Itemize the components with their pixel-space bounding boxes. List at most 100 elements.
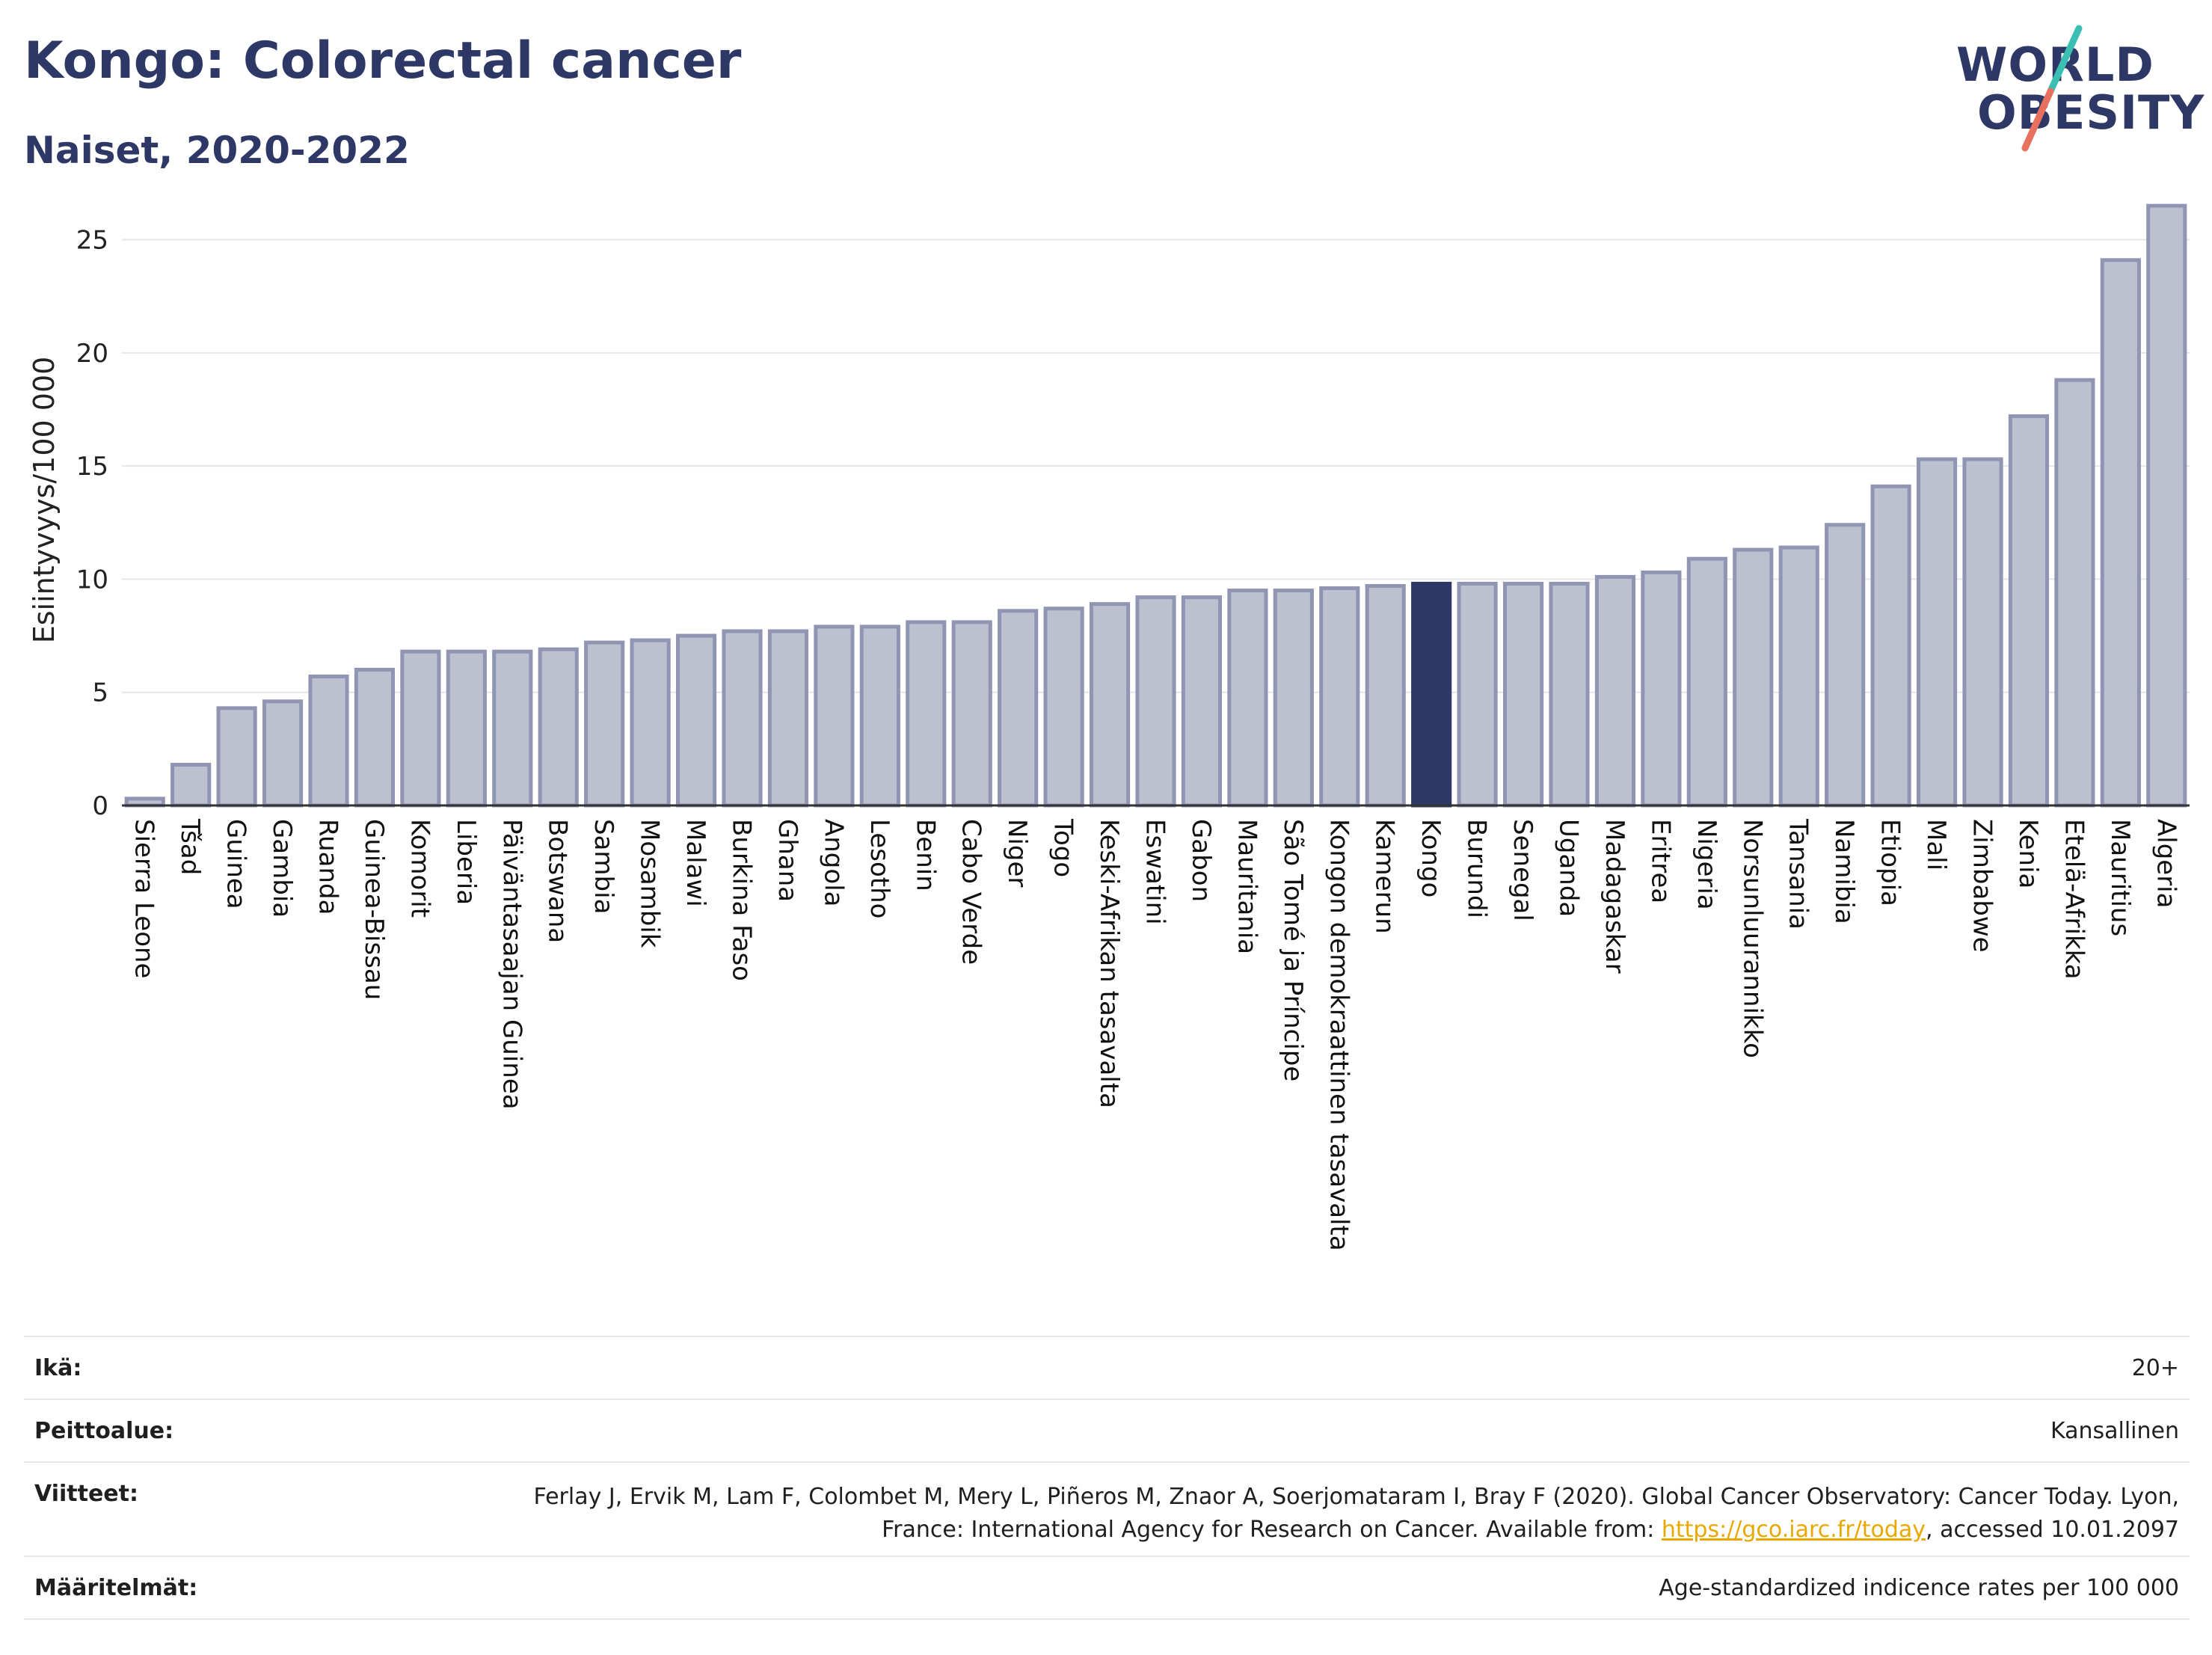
x-tick-label: Eritrea xyxy=(1645,819,1675,903)
bar xyxy=(1641,570,1682,808)
bar xyxy=(538,647,579,808)
x-tick-label: Senegal xyxy=(1508,819,1537,921)
bar xyxy=(1825,523,1866,808)
bar xyxy=(767,629,809,808)
bar xyxy=(1181,595,1223,808)
x-tick-label: Sierra Leone xyxy=(129,819,159,978)
x-tick-label: Cabo Verde xyxy=(956,819,986,965)
references-tail: , accessed 10.01.2097 xyxy=(1926,1517,2179,1543)
bar xyxy=(998,609,1039,808)
x-tick-label: Uganda xyxy=(1554,819,1584,917)
x-tick-label: Ghana xyxy=(772,819,802,902)
bar xyxy=(1594,574,1636,808)
x-tick-label: Eswatini xyxy=(1140,819,1170,925)
bar xyxy=(1778,545,1819,808)
bar xyxy=(1411,581,1452,808)
bar xyxy=(1870,484,1911,808)
age-value: 20+ xyxy=(2131,1355,2179,1381)
bar xyxy=(1502,581,1544,808)
coverage-label: Peittoalue: xyxy=(34,1418,174,1444)
x-tick-label: Lesotho xyxy=(864,819,894,918)
x-tick-label: Liberia xyxy=(451,819,481,905)
bar xyxy=(584,640,625,808)
x-tick-label: Norsunluurannikko xyxy=(1737,819,1767,1058)
bar xyxy=(1227,589,1268,808)
x-tick-label: Burkina Faso xyxy=(727,819,757,981)
bar xyxy=(1089,602,1131,808)
bar xyxy=(446,649,487,808)
x-tick-label: Kongon demokraattinen tasavalta xyxy=(1324,819,1354,1251)
x-tick-label: Gabon xyxy=(1186,819,1216,902)
bar xyxy=(1916,457,1958,808)
bar xyxy=(1135,595,1176,808)
y-tick-label: 20 xyxy=(76,339,108,369)
bar xyxy=(2054,378,2095,808)
x-tick-label: Ruanda xyxy=(313,819,343,915)
x-tick-label: Mauritius xyxy=(2105,819,2135,936)
bar xyxy=(1365,583,1406,808)
bar xyxy=(859,624,900,808)
bar xyxy=(400,649,441,808)
x-tick-label: Tšad xyxy=(175,818,205,875)
y-tick-label: 15 xyxy=(76,452,108,482)
bar xyxy=(1273,589,1314,808)
y-axis-label: Esiintyvyys/100 000 xyxy=(28,357,61,644)
bar xyxy=(1549,581,1590,808)
x-tick-label: Botswana xyxy=(543,819,573,943)
logo-slash-icon xyxy=(2021,25,2083,152)
x-tick-label: Kongo xyxy=(1416,819,1446,897)
x-tick-label: Komorit xyxy=(405,819,434,918)
x-tick-label: Sambia xyxy=(589,819,618,914)
y-tick-label: 25 xyxy=(76,226,108,256)
bar xyxy=(1457,581,1498,808)
chart-title: Kongo: Colorectal cancer xyxy=(24,31,742,90)
bar xyxy=(492,649,533,808)
info-row-references: Viitteet: Ferlay J, Ervik M, Lam F, Colo… xyxy=(24,1461,2190,1556)
x-tick-label: Tansania xyxy=(1784,818,1813,930)
bar xyxy=(170,763,212,808)
x-tick-label: Namibia xyxy=(1829,819,1859,924)
bar-chart: 0 5 10 15 20 25 Esiintyvyys/100 000 Sierra Leon… xyxy=(28,203,2190,1251)
bar xyxy=(2100,258,2141,808)
x-tick-label: Etelä-Afrikka xyxy=(2059,819,2089,980)
x-tick-label: Guinea-Bissau xyxy=(359,819,389,1000)
y-tick-label: 10 xyxy=(76,565,108,595)
y-tick-label: 0 xyxy=(92,791,108,821)
definitions-value: Age-standardized indicence rates per 100… xyxy=(1659,1575,2179,1601)
x-tick-label: São Tomé ja Príncipe xyxy=(1278,819,1308,1081)
bar xyxy=(1686,556,1727,808)
x-tick-label: Togo xyxy=(1048,818,1078,877)
bar xyxy=(722,629,763,808)
x-tick-label: Etiopia xyxy=(1875,819,1905,906)
info-table: Ikä: 20+ Peittoalue: Kansallinen Viittee… xyxy=(24,1336,2190,1620)
bar xyxy=(262,699,304,808)
bar xyxy=(814,624,855,808)
references-text: Ferlay J, Ervik M, Lam F, Colombet M, Me… xyxy=(533,1484,2179,1543)
x-tick-label: Madagaskar xyxy=(1600,819,1629,974)
bar xyxy=(2146,203,2187,808)
bar xyxy=(630,638,671,808)
bar xyxy=(308,675,349,808)
bar xyxy=(951,620,992,808)
references-label: Viitteet: xyxy=(34,1481,138,1507)
bar xyxy=(675,633,717,808)
bar xyxy=(2008,414,2050,808)
x-tick-label: Nigeria xyxy=(1692,819,1721,910)
references-link[interactable]: https://gco.iarc.fr/today xyxy=(1661,1517,1926,1543)
x-tick-label: Guinea xyxy=(221,819,251,909)
definitions-label: Määritelmät: xyxy=(34,1575,198,1601)
coverage-value: Kansallinen xyxy=(2050,1418,2179,1444)
info-row-coverage: Peittoalue: Kansallinen xyxy=(24,1398,2190,1461)
info-row-age: Ikä: 20+ xyxy=(24,1336,2190,1398)
chart-subtitle: Naiset, 2020-2022 xyxy=(24,129,410,172)
bar xyxy=(1962,457,2003,808)
x-tick-label: Burundi xyxy=(1462,819,1492,918)
world-obesity-logo: WORLD OBESITY xyxy=(1952,22,2204,157)
x-tick-label: Mauritania xyxy=(1232,819,1262,954)
age-label: Ikä: xyxy=(34,1355,82,1381)
bar xyxy=(354,667,396,808)
bar xyxy=(906,620,947,808)
x-tick-label: Päiväntasaajan Guinea xyxy=(497,819,526,1110)
bar xyxy=(1043,607,1084,808)
x-tick-label: Benin xyxy=(910,819,940,891)
